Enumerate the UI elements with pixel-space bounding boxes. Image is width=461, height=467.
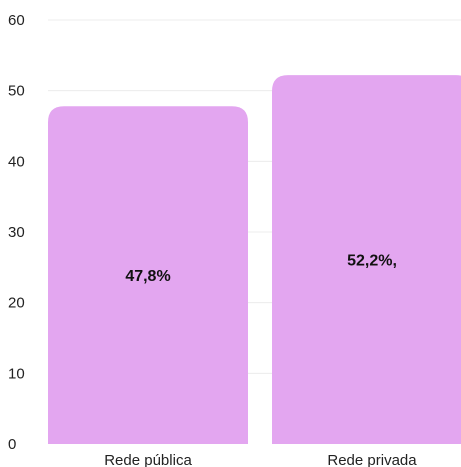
y-axis-ticks: 0 10 20 30 40 50 60 xyxy=(8,12,25,453)
y-tick-label: 30 xyxy=(8,224,25,241)
data-label: 52,2%, xyxy=(347,253,397,270)
y-tick-label: 50 xyxy=(8,83,25,100)
y-tick-label: 40 xyxy=(8,153,25,170)
x-category-label: Rede pública xyxy=(104,452,192,467)
bars xyxy=(48,75,461,445)
y-tick-label: 20 xyxy=(8,295,25,312)
y-tick-label: 10 xyxy=(8,365,25,382)
bar-0 xyxy=(48,106,248,445)
data-labels: 47,8% 52,2%, xyxy=(125,253,397,286)
bar-1 xyxy=(272,75,461,444)
data-label: 47,8% xyxy=(125,268,170,285)
x-category-label: Rede privada xyxy=(327,452,417,467)
x-axis-categories: Rede pública Rede privada xyxy=(104,452,417,467)
y-tick-label: 60 xyxy=(8,12,25,29)
y-tick-label: 0 xyxy=(8,436,16,453)
